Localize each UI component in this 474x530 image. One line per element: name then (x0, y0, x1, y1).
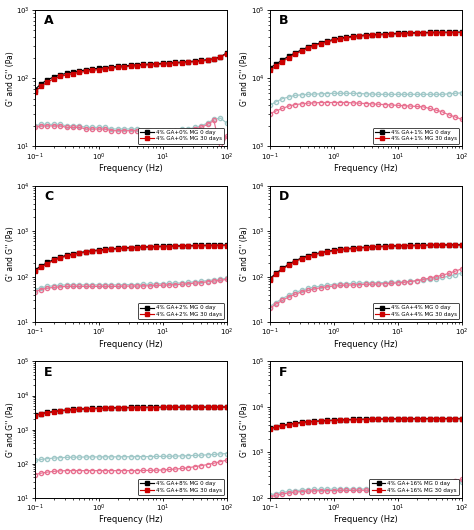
Text: C: C (44, 190, 54, 203)
Text: F: F (279, 366, 288, 378)
Legend: 4% GA+16% MG 0 day, 4% GA+16% MG 30 days: 4% GA+16% MG 0 day, 4% GA+16% MG 30 days (369, 479, 459, 495)
Legend: 4% GA+4% MG 0 day, 4% GA+4% MG 30 days: 4% GA+4% MG 0 day, 4% GA+4% MG 30 days (373, 303, 459, 320)
Y-axis label: G' and G'' (Pa): G' and G'' (Pa) (240, 51, 249, 105)
X-axis label: Frequency (Hz): Frequency (Hz) (334, 516, 398, 525)
Text: A: A (44, 14, 54, 27)
Legend: 4% GA+0% MG 0 day, 4% GA+0% MG 30 days: 4% GA+0% MG 0 day, 4% GA+0% MG 30 days (138, 128, 224, 144)
Text: E: E (44, 366, 53, 378)
X-axis label: Frequency (Hz): Frequency (Hz) (334, 340, 398, 349)
Text: B: B (279, 14, 289, 27)
Y-axis label: G' and G'' (Pa): G' and G'' (Pa) (6, 226, 15, 281)
Y-axis label: G' and G'' (Pa): G' and G'' (Pa) (6, 402, 15, 457)
X-axis label: Frequency (Hz): Frequency (Hz) (99, 516, 163, 525)
X-axis label: Frequency (Hz): Frequency (Hz) (99, 164, 163, 173)
Legend: 4% GA+1% MG 0 day, 4% GA+1% MG 30 days: 4% GA+1% MG 0 day, 4% GA+1% MG 30 days (373, 128, 459, 144)
Text: D: D (279, 190, 290, 203)
Legend: 4% GA+8% MG 0 day, 4% GA+8% MG 30 days: 4% GA+8% MG 0 day, 4% GA+8% MG 30 days (138, 479, 224, 495)
Y-axis label: G' and G'' (Pa): G' and G'' (Pa) (240, 226, 249, 281)
Y-axis label: G' and G'' (Pa): G' and G'' (Pa) (6, 51, 15, 105)
X-axis label: Frequency (Hz): Frequency (Hz) (334, 164, 398, 173)
X-axis label: Frequency (Hz): Frequency (Hz) (99, 340, 163, 349)
Y-axis label: G' and G'' (Pa): G' and G'' (Pa) (240, 402, 249, 457)
Legend: 4% GA+2% MG 0 day, 4% GA+2% MG 30 days: 4% GA+2% MG 0 day, 4% GA+2% MG 30 days (138, 303, 224, 320)
